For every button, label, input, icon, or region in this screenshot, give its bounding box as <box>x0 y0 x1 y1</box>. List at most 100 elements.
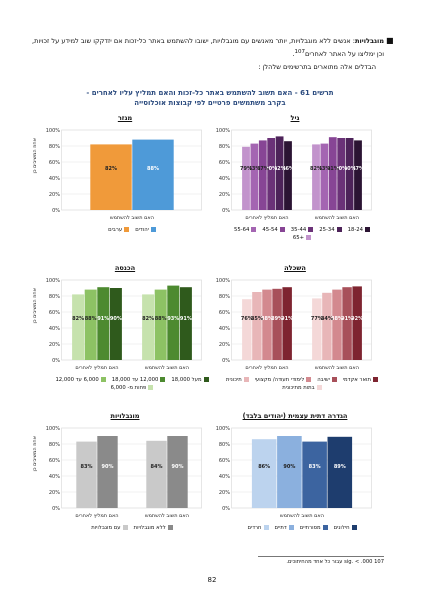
legend-item: יהודים <box>135 226 156 234</box>
bar-disability-1-1 <box>76 441 97 508</box>
chart-title-line1: תרשים 61 - האם תשוב להשתמש באתר כל-זכות … <box>86 89 334 97</box>
bar-age-0-0 <box>354 140 362 210</box>
bar-income-0-3 <box>142 294 155 360</box>
y-tick-label: 20% <box>219 342 230 348</box>
chart-title: תרשים 61 - האם תשוב להשתמש באתר כל-זכות … <box>40 88 380 108</box>
legend-label: 55-64 <box>233 227 250 233</box>
bar-age-1-5 <box>242 146 250 210</box>
legend-income: מעל 18,000 12,000 עד 18,000 6,000 עד 12,00… <box>48 376 210 392</box>
y-tick-label: 80% <box>49 294 60 300</box>
y-axis-title-income: אחוז המשיבים כן <box>32 288 38 324</box>
legend-swatch <box>124 227 130 232</box>
legend-swatch <box>100 377 106 382</box>
bar-age-0-5 <box>312 144 320 210</box>
bar-religiosity-0-1 <box>302 441 327 508</box>
legend-label: בתות מתיכונית <box>282 385 315 391</box>
legend-age: 18-24 25-34 35-44 45-54 55-64 +65 <box>218 226 380 242</box>
data-label: 83% <box>248 166 260 172</box>
bar-education-1-1 <box>272 288 282 360</box>
bar-income-1-1 <box>97 287 110 360</box>
legend-label: ללא מוגבלויות <box>133 525 166 531</box>
legend-item: +65 <box>292 234 312 242</box>
legend-item: 12,000 עד 18,000 <box>112 376 166 384</box>
legend-swatch <box>336 227 342 232</box>
y-tick-label: 60% <box>219 160 230 166</box>
legend-label: תואר אקדמי <box>342 377 371 383</box>
data-label: 88% <box>85 316 97 322</box>
y-tick-label: 80% <box>219 442 230 448</box>
bar-education-0-0 <box>352 286 362 360</box>
legend-swatch <box>306 377 312 382</box>
panel-title-sector: מגזר <box>117 114 133 122</box>
y-tick-label: 60% <box>219 458 230 464</box>
data-label: 92% <box>274 166 286 172</box>
y-tick-label: 0% <box>222 506 230 512</box>
bar-sector-0-0 <box>132 139 174 210</box>
legend-swatch <box>351 525 357 530</box>
y-tick-label: 100% <box>46 426 61 432</box>
data-label: 85% <box>251 316 263 322</box>
y-tick-label: 100% <box>216 426 231 432</box>
data-label: 83% <box>81 464 93 470</box>
y-tick-label: 80% <box>219 294 230 300</box>
category-label: האם תשוב להשתמש <box>145 513 189 519</box>
bar-sector-0-1 <box>90 144 132 210</box>
data-label: 79% <box>240 166 252 172</box>
legend-swatch <box>372 377 378 382</box>
legend-swatch <box>331 377 337 382</box>
legend-label: +65 <box>292 235 305 241</box>
legend-item: חילונים <box>334 524 357 532</box>
bar-education-1-3 <box>252 292 262 360</box>
category-label: האם תמליץ לאחרים <box>75 365 118 371</box>
bar-income-0-0 <box>179 287 192 360</box>
bullet-body: : אנשים ללא מוגבלויות, יותר מאנשים עם מו… <box>32 37 384 59</box>
legend-item: תיכונית <box>226 376 249 384</box>
bar-income-0-2 <box>154 289 167 360</box>
legend-religiosity: חילונים מסורתיים דתיים חרדים <box>218 524 380 532</box>
data-label: 84% <box>151 464 163 470</box>
legend-item: עם מוגבלויות <box>91 524 128 532</box>
bar-income-0-1 <box>167 285 180 360</box>
legend-label: 18-24 <box>347 227 364 233</box>
bullet-paragraph: מוגבלויות: אנשים ללא מוגבלויות, יותר מאנ… <box>32 37 384 59</box>
legend-label: יהודים <box>135 227 149 233</box>
y-axis-title-sector: אחוז המשיבים כן <box>32 138 38 174</box>
bar-religiosity-0-0 <box>327 436 353 508</box>
bar-education-1-0 <box>282 287 292 360</box>
data-label: 86% <box>258 464 270 470</box>
legend-item: 35-44 <box>291 226 314 234</box>
y-tick-label: 0% <box>52 506 60 512</box>
chart-title-line2: בקרב משתמשים פרטיים לפי קבוצות אוכלוסייה <box>134 99 286 107</box>
y-tick-label: 60% <box>49 458 60 464</box>
data-label: 90% <box>283 464 295 470</box>
bar-education-0-1 <box>342 287 352 360</box>
legend-label: דתיים <box>274 525 287 531</box>
y-tick-label: 20% <box>219 192 230 198</box>
y-axis-title-disability: אחוז המשיבים כן <box>32 436 38 472</box>
data-label: 86% <box>282 166 294 172</box>
legend-item: 18-24 <box>347 226 371 234</box>
category-label: האם תמליץ לאחרים <box>75 513 118 519</box>
data-label: 92% <box>351 316 363 322</box>
y-tick-label: 100% <box>216 128 231 134</box>
category-label: האם תשוב להשתמש <box>315 365 359 371</box>
legend-item: חרדים <box>247 524 269 532</box>
category-label: האם תשוב להשתמש <box>110 215 154 221</box>
legend-swatch <box>203 377 209 382</box>
y-tick-label: 20% <box>49 192 60 198</box>
page-number: 82 <box>207 576 217 584</box>
y-tick-label: 60% <box>49 310 60 316</box>
legend-swatch <box>322 525 328 530</box>
y-tick-label: 60% <box>49 160 60 166</box>
legend-sector: יהודים ערבים <box>48 226 210 234</box>
chart-age: 0%20%40%60%80%100%87%90%90%91%83%82%האם … <box>216 128 372 221</box>
data-label: 89% <box>271 316 283 322</box>
legend-swatch <box>263 525 269 530</box>
chart-income: 0%20%40%60%80%100%91%93%88%82%האם תשוב ל… <box>46 278 202 371</box>
legend-label: פחות מ- 6,000 <box>110 385 147 391</box>
y-tick-label: 0% <box>222 208 230 214</box>
legend-item: פחות מ- 6,000 <box>111 384 154 392</box>
bar-age-1-1 <box>275 136 284 210</box>
chart-education: 0%20%40%60%80%100%92%91%88%84%77%האם תשו… <box>216 278 372 371</box>
legend-item: ישיבה <box>317 376 337 384</box>
